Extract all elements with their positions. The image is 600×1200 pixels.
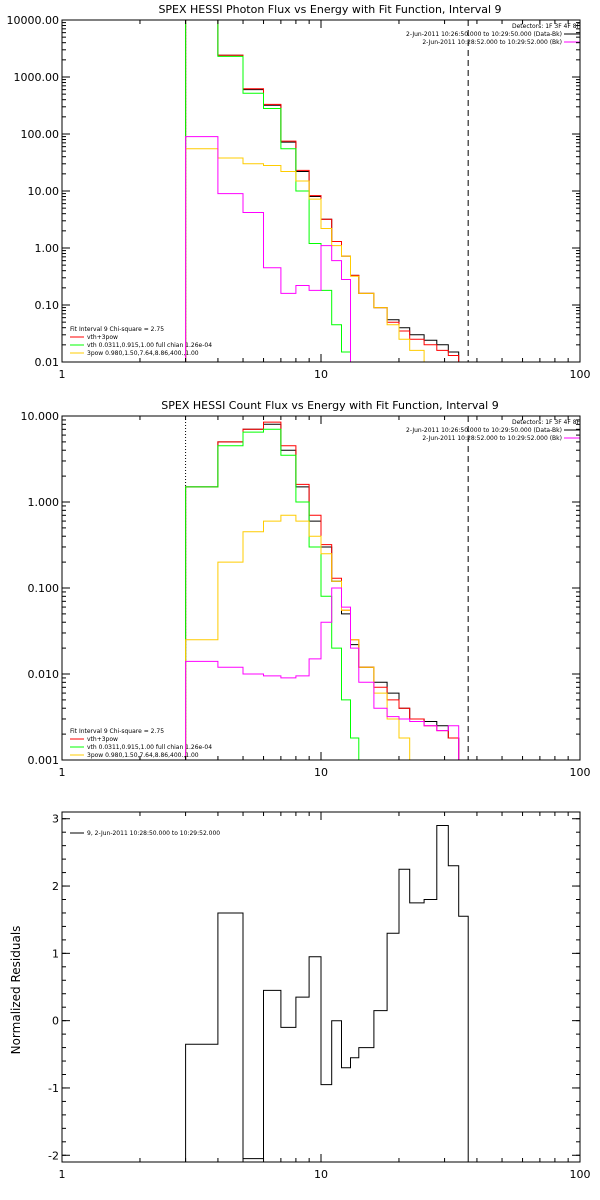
photon-ytick-label: 0.01 xyxy=(35,356,60,369)
count-ytick-label: 10.000 xyxy=(21,410,60,423)
count-xtick-label: 10 xyxy=(314,766,328,779)
residuals-series-residuals xyxy=(185,825,469,1162)
residuals-panel: Normalized Residuals 9, 2-Jun-2011 10:28… xyxy=(9,811,591,1181)
residuals-ytick-label: 0 xyxy=(52,1015,59,1028)
residuals-ytick-label: 1 xyxy=(52,947,59,960)
photon-ytick-label: 1000.00 xyxy=(14,71,60,84)
photon-ytick-label: 10000.00 xyxy=(7,14,60,27)
count-fit-legend-3: 3pow 0.980,1.50,7.64,8.86,400.,1.00 xyxy=(87,752,199,759)
photon-detectors-label: Detectors: 1F 3F 4F 8F xyxy=(512,23,581,30)
count-flux-panel: SPEX HESSI Count Flux vs Energy with Fit… xyxy=(21,399,591,779)
count-series-bk xyxy=(185,587,460,760)
photon-data-bk-legend: 2-Jun-2011 10:26:50.000 to 10:29:50.000 … xyxy=(406,31,562,38)
count-series-vth xyxy=(185,428,374,760)
count-xtick-label: 1 xyxy=(59,766,66,779)
residuals-ytick-label: -1 xyxy=(48,1082,59,1095)
count-flux-title: SPEX HESSI Count Flux vs Energy with Fit… xyxy=(161,399,498,412)
photon-xtick-label: 10 xyxy=(314,368,328,381)
residuals-xtick-label: 100 xyxy=(570,1168,591,1181)
count-fit-legend-2: vth 0.0311,0.915,1.00 full chian 1.26e-0… xyxy=(87,744,212,751)
photon-ytick-label: 0.10 xyxy=(35,299,60,312)
photon-series-bk xyxy=(185,136,351,362)
residuals-legend: 9, 2-Jun-2011 10:28:50.000 to 10:29:52.0… xyxy=(87,830,220,837)
photon-bk-legend: 2-Jun-2011 10:28:52.000 to 10:29:52.000 … xyxy=(422,39,562,46)
count-series-3pow xyxy=(185,514,425,760)
count-xtick-label: 100 xyxy=(570,766,591,779)
photon-series-vth-3pow xyxy=(185,20,460,362)
count-ytick-label: 0.100 xyxy=(28,582,60,595)
residuals-ytick-label: -2 xyxy=(48,1149,59,1162)
residuals-ytick-label: 3 xyxy=(52,813,59,826)
count-ytick-label: 1.000 xyxy=(28,496,60,509)
count-data-bk-legend: 2-Jun-2011 10:26:50.000 to 10:29:50.000 … xyxy=(406,427,562,434)
photon-plot-frame xyxy=(61,19,581,363)
count-ytick-label: 0.001 xyxy=(28,754,60,767)
count-detectors-label: Detectors: 1F 3F 4F 8F xyxy=(512,419,581,426)
photon-xtick-label: 100 xyxy=(570,368,591,381)
photon-ytick-label: 10.00 xyxy=(28,185,60,198)
photon-ytick-label: 100.00 xyxy=(21,128,60,141)
photon-series-3pow xyxy=(185,148,437,362)
photon-series-data-bk xyxy=(185,20,460,362)
residuals-xtick-label: 10 xyxy=(314,1168,328,1181)
residuals-xtick-label: 1 xyxy=(59,1168,66,1181)
residuals-ytick-label: 2 xyxy=(52,880,59,893)
residuals-ylabel: Normalized Residuals xyxy=(9,926,23,1055)
photon-flux-panel: SPEX HESSI Photon Flux vs Energy with Fi… xyxy=(7,3,591,381)
count-fit-legend-1: vth+3pow xyxy=(87,736,118,743)
photon-fit-info: Fit Interval 9 Chi-square = 2.75 xyxy=(70,326,164,333)
count-series-vth-3pow xyxy=(185,421,460,760)
count-bk-legend: 2-Jun-2011 10:28:52.000 to 10:29:52.000 … xyxy=(422,435,562,442)
photon-flux-title: SPEX HESSI Photon Flux vs Energy with Fi… xyxy=(158,3,501,16)
count-ytick-label: 0.010 xyxy=(28,668,60,681)
photon-ytick-label: 1.00 xyxy=(35,242,60,255)
photon-fit-legend-2: vth 0.0311,0.915,1.00 full chian 1.26e-0… xyxy=(87,342,212,349)
photon-fit-legend-1: vth+3pow xyxy=(87,334,118,341)
count-series-data-bk xyxy=(185,423,460,760)
photon-fit-legend-3: 3pow 0.980,1.50,7.64,8.86,400.,1.00 xyxy=(87,350,199,357)
photon-series-vth xyxy=(185,20,351,362)
photon-xtick-label: 1 xyxy=(59,368,66,381)
count-fit-info: Fit Interval 9 Chi-square = 2.75 xyxy=(70,728,164,735)
